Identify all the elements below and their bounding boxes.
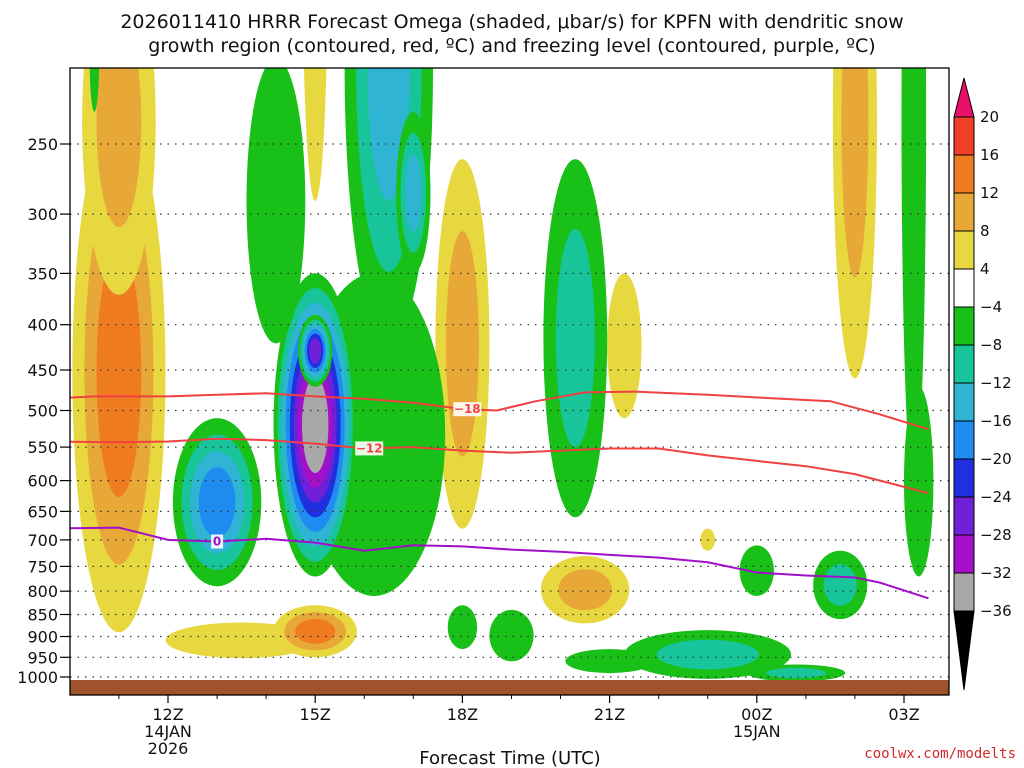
y-tick-label-400: 400 [27,316,58,335]
omega-region-21-level-0 [565,649,654,674]
colorbar-label-10: −24 [980,488,1012,506]
omega-region-0-level-2 [96,247,142,497]
omega-region-3-level-2 [295,618,336,644]
colorbar-swatch-7 [953,344,975,384]
contour-label-bg-freezing-0 [211,534,224,549]
colorbar-swatch-11 [953,496,975,536]
colorbar-label-6: −8 [980,336,1002,354]
x-tick-label-00Z: 00Z [741,705,772,724]
contour-dgz-12 [70,437,929,495]
x-tick-date-00Z: 15JAN [733,722,781,741]
omega-region-5-level-0 [303,68,327,201]
colorbar-label-2: 12 [980,184,999,202]
omega-region-7-level-0 [607,273,642,419]
omega-region-27-level-0 [89,68,100,112]
y-tick-label-300: 300 [27,205,58,224]
y-tick-label-600: 600 [27,472,58,491]
colorbar-swatch-3 [953,192,975,232]
contour-label-bg-dgz-18 [453,402,482,417]
y-tick-label-800: 800 [27,582,58,601]
colorbar-swatch-2 [953,154,975,194]
colorbar-swatch-13 [953,572,975,612]
chart-title-line-1: 2026011410 HRRR Forecast Omega (shaded, … [120,11,903,33]
contour-freezing-0 [70,526,929,600]
x-tick-year-12Z: 2026 [148,739,189,758]
omega-region-13-level-5 [309,338,322,364]
omega-region-18-level-0 [447,605,478,650]
y-tick-label-1000: 1000 [17,668,58,687]
x-tick-date-12Z: 14JAN [144,722,192,741]
colorbar-label-11: −28 [980,526,1012,544]
omega-region-22-level-1 [766,667,826,679]
y-tick-label-450: 450 [27,361,58,380]
x-tick-label-15Z: 15Z [300,705,331,724]
colorbar-swatch-5 [953,268,975,308]
omega-region-20-level-1 [656,639,759,670]
omega-region-11-level-3 [198,467,236,538]
y-tick-label-650: 650 [27,502,58,521]
colorbar-swatch-9 [953,420,975,460]
y-tick-label-350: 350 [27,264,58,283]
contour-label-dgz-12: −12 [356,441,383,455]
y-tick-label-900: 900 [27,628,58,647]
colorbar-label-8: −16 [980,412,1012,430]
y-tick-label-750: 750 [27,557,58,576]
colorbar-swatch-1 [953,116,975,156]
colorbar-label-4: 4 [980,260,990,278]
omega-region-6-level-1 [558,569,612,611]
omega-region-15-level-2 [405,154,422,232]
colorbar-label-12: −32 [980,564,1012,582]
colorbar-swatch-12 [953,534,975,574]
omega-region-16-level-0 [246,68,306,344]
colorbar-label-9: −20 [980,450,1012,468]
colorbar-label-7: −12 [980,374,1012,392]
colorbar-label-5: −4 [980,298,1002,316]
y-axis: 250 300 350 400 450 500 550 600 650 700 750 800 850 9… [17,135,70,687]
colorbar-swatch-8 [953,382,975,422]
y-tick-label-700: 700 [27,531,58,550]
plot-frame [69,67,950,696]
y-tick-label-500: 500 [27,402,58,421]
y-tick-label-550: 550 [27,438,58,457]
contour-label-freezing-0: 0 [213,535,221,549]
credit-text: coolwx.com/modelts [864,746,1016,762]
omega-region-19-level-0 [489,609,534,662]
omega-region-1-level-1 [96,68,142,228]
colorbar-bottom-arrow [953,610,975,691]
colorbar: 20 16 12 8 4 −4 −8 −12 −16 −20 −24 −28 −32 −36 [953,77,1012,691]
x-tick-label-12Z: 12Z [152,705,183,724]
colorbar-label-1: 16 [980,146,999,164]
y-tick-label-950: 950 [27,648,58,667]
colorbar-swatch-10 [953,458,975,498]
contour-label-bg-dgz-12 [355,441,384,456]
omega-region-8-level-1 [841,68,869,278]
ground-strip [70,680,949,695]
x-tick-label-21Z: 21Z [594,705,625,724]
plot-area: −18 −12 0 [69,67,950,696]
colorbar-label-0: 20 [980,108,999,126]
chart-title-line-2: growth region (contoured, red, ºC) and f… [148,35,875,57]
contour-layer: −18 −12 0 [70,390,929,600]
y-tick-label-250: 250 [27,135,58,154]
colorbar-swatch-4 [953,230,975,270]
omega-region-23-level-1 [823,564,857,606]
colorbar-top-arrow [953,77,975,118]
colorbar-swatch-6 [953,306,975,346]
omega-region-25-level-0 [901,68,927,487]
x-tick-label-03Z: 03Z [888,705,919,724]
omega-region-12-level-7 [302,376,329,473]
omega-region-17-level-1 [555,229,595,448]
omega-shading-layer [72,68,934,680]
omega-region-4-level-1 [445,231,479,457]
contour-label-dgz-18: −18 [454,402,481,416]
x-tick-label-18Z: 18Z [447,705,478,724]
x-axis-title: Forecast Time (UTC) [419,748,600,768]
y-tick-label-850: 850 [27,606,58,625]
colorbar-label-13: −36 [980,602,1012,620]
omega-region-26-level-0 [904,386,934,577]
colorbar-label-3: 8 [980,222,990,240]
omega-region-24-level-0 [739,545,774,596]
